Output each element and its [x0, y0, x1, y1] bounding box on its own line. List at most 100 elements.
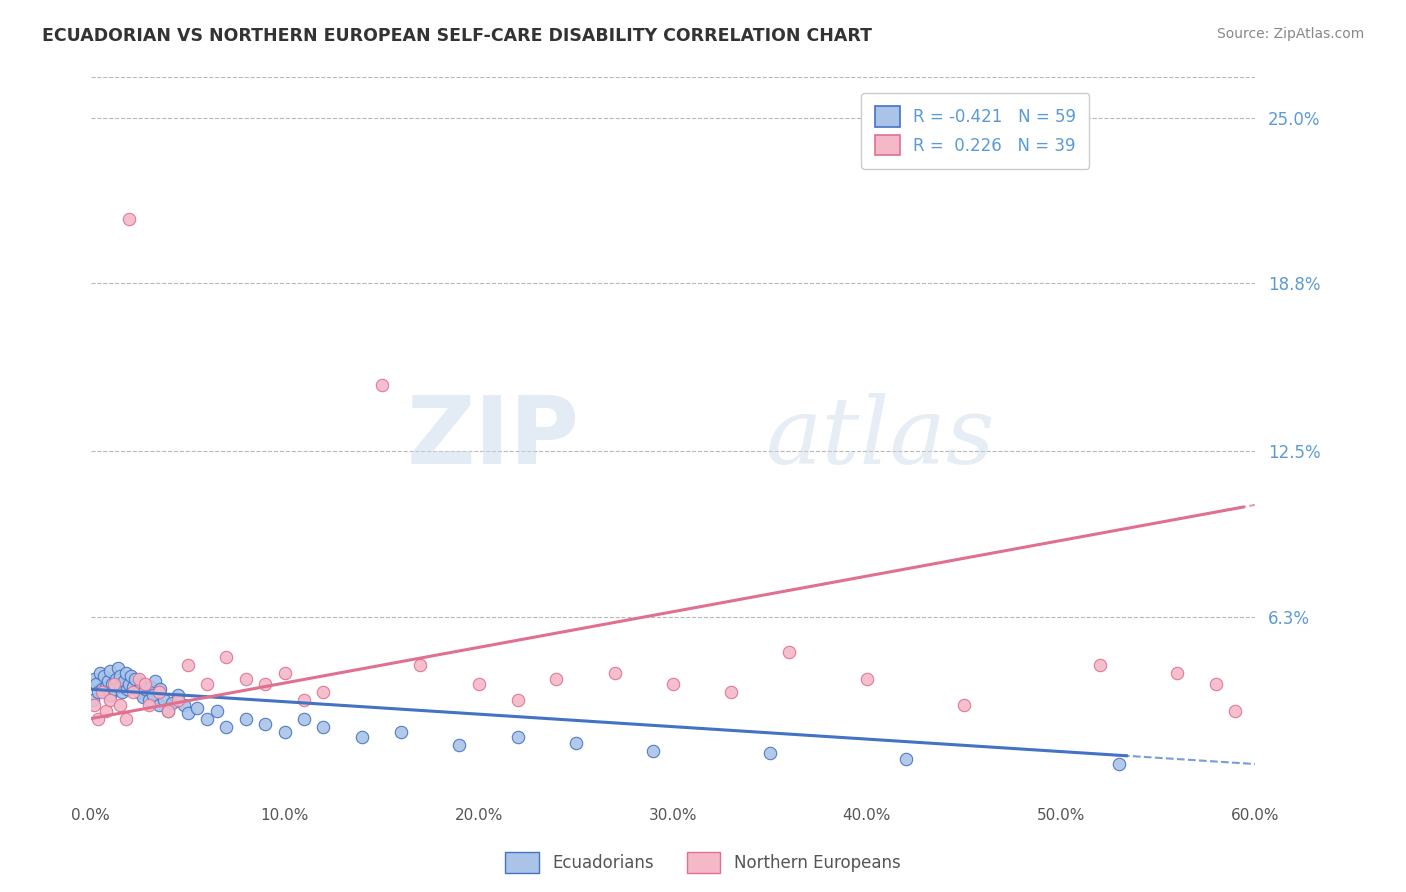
Point — [254, 677, 277, 691]
Point — [128, 672, 150, 686]
Point — [1225, 704, 1247, 718]
Point — [1088, 658, 1111, 673]
Point — [195, 677, 218, 691]
Point — [720, 685, 742, 699]
Point — [235, 712, 257, 726]
Point — [370, 377, 392, 392]
Point — [506, 731, 529, 745]
Point — [83, 698, 105, 713]
Point — [205, 704, 228, 718]
Point — [108, 669, 131, 683]
Point — [953, 698, 976, 713]
Point — [143, 674, 166, 689]
Point — [87, 712, 110, 726]
Point — [117, 682, 139, 697]
Point — [157, 704, 180, 718]
Point — [107, 661, 129, 675]
Point — [195, 712, 218, 726]
Legend: R = -0.421   N = 59, R =  0.226   N = 39: R = -0.421 N = 59, R = 0.226 N = 39 — [862, 93, 1090, 169]
Text: atlas: atlas — [766, 393, 995, 483]
Point — [176, 658, 198, 673]
Text: ZIP: ZIP — [406, 392, 579, 484]
Text: ECUADORIAN VS NORTHERN EUROPEAN SELF-CARE DISABILITY CORRELATION CHART: ECUADORIAN VS NORTHERN EUROPEAN SELF-CAR… — [42, 27, 872, 45]
Point — [661, 677, 683, 691]
Point — [312, 685, 335, 699]
Point — [352, 731, 374, 745]
Point — [167, 693, 190, 707]
Point — [114, 712, 136, 726]
Point — [215, 720, 238, 734]
Point — [148, 685, 170, 699]
Point — [134, 682, 156, 697]
Text: Source: ZipAtlas.com: Source: ZipAtlas.com — [1216, 27, 1364, 41]
Point — [122, 680, 145, 694]
Point — [103, 682, 125, 697]
Point — [176, 706, 198, 721]
Point — [758, 747, 780, 761]
Point — [97, 674, 120, 689]
Point — [894, 752, 917, 766]
Point — [160, 696, 183, 710]
Point — [153, 693, 176, 707]
Point — [91, 685, 114, 699]
Point — [98, 688, 121, 702]
Point — [564, 736, 586, 750]
Point — [409, 658, 432, 673]
Point — [138, 693, 160, 707]
Point — [149, 682, 172, 697]
Point — [186, 701, 208, 715]
Point — [98, 693, 121, 707]
Point — [82, 693, 104, 707]
Point — [603, 666, 626, 681]
Point — [89, 666, 111, 681]
Point — [103, 677, 125, 691]
Point — [111, 685, 134, 699]
Point — [142, 688, 165, 702]
Point — [157, 704, 180, 718]
Point — [94, 680, 117, 694]
Point — [506, 693, 529, 707]
Point — [86, 677, 108, 691]
Point — [778, 645, 800, 659]
Point — [643, 744, 665, 758]
Point — [104, 672, 127, 686]
Point — [254, 717, 277, 731]
Point — [139, 680, 162, 694]
Point — [467, 677, 489, 691]
Point — [83, 672, 105, 686]
Legend: Ecuadorians, Northern Europeans: Ecuadorians, Northern Europeans — [499, 846, 907, 880]
Point — [292, 693, 315, 707]
Point — [93, 669, 115, 683]
Point — [292, 712, 315, 726]
Point — [118, 677, 141, 691]
Point — [1166, 666, 1188, 681]
Point — [273, 725, 295, 739]
Point — [98, 664, 121, 678]
Point — [1108, 757, 1130, 772]
Point — [138, 698, 160, 713]
Point — [167, 688, 190, 702]
Point — [108, 698, 131, 713]
Point — [546, 672, 568, 686]
Point — [235, 672, 257, 686]
Point — [148, 698, 170, 713]
Point — [128, 685, 150, 699]
Point — [120, 669, 142, 683]
Point — [312, 720, 335, 734]
Point — [215, 650, 238, 665]
Point — [855, 672, 877, 686]
Point — [273, 666, 295, 681]
Point — [118, 212, 141, 227]
Point — [124, 672, 146, 686]
Point — [449, 739, 471, 753]
Point — [87, 685, 110, 699]
Point — [108, 680, 131, 694]
Point — [91, 682, 114, 697]
Point — [132, 690, 155, 705]
Point — [114, 666, 136, 681]
Point — [112, 674, 135, 689]
Point — [173, 698, 195, 713]
Point — [134, 677, 156, 691]
Point — [122, 685, 145, 699]
Point — [94, 704, 117, 718]
